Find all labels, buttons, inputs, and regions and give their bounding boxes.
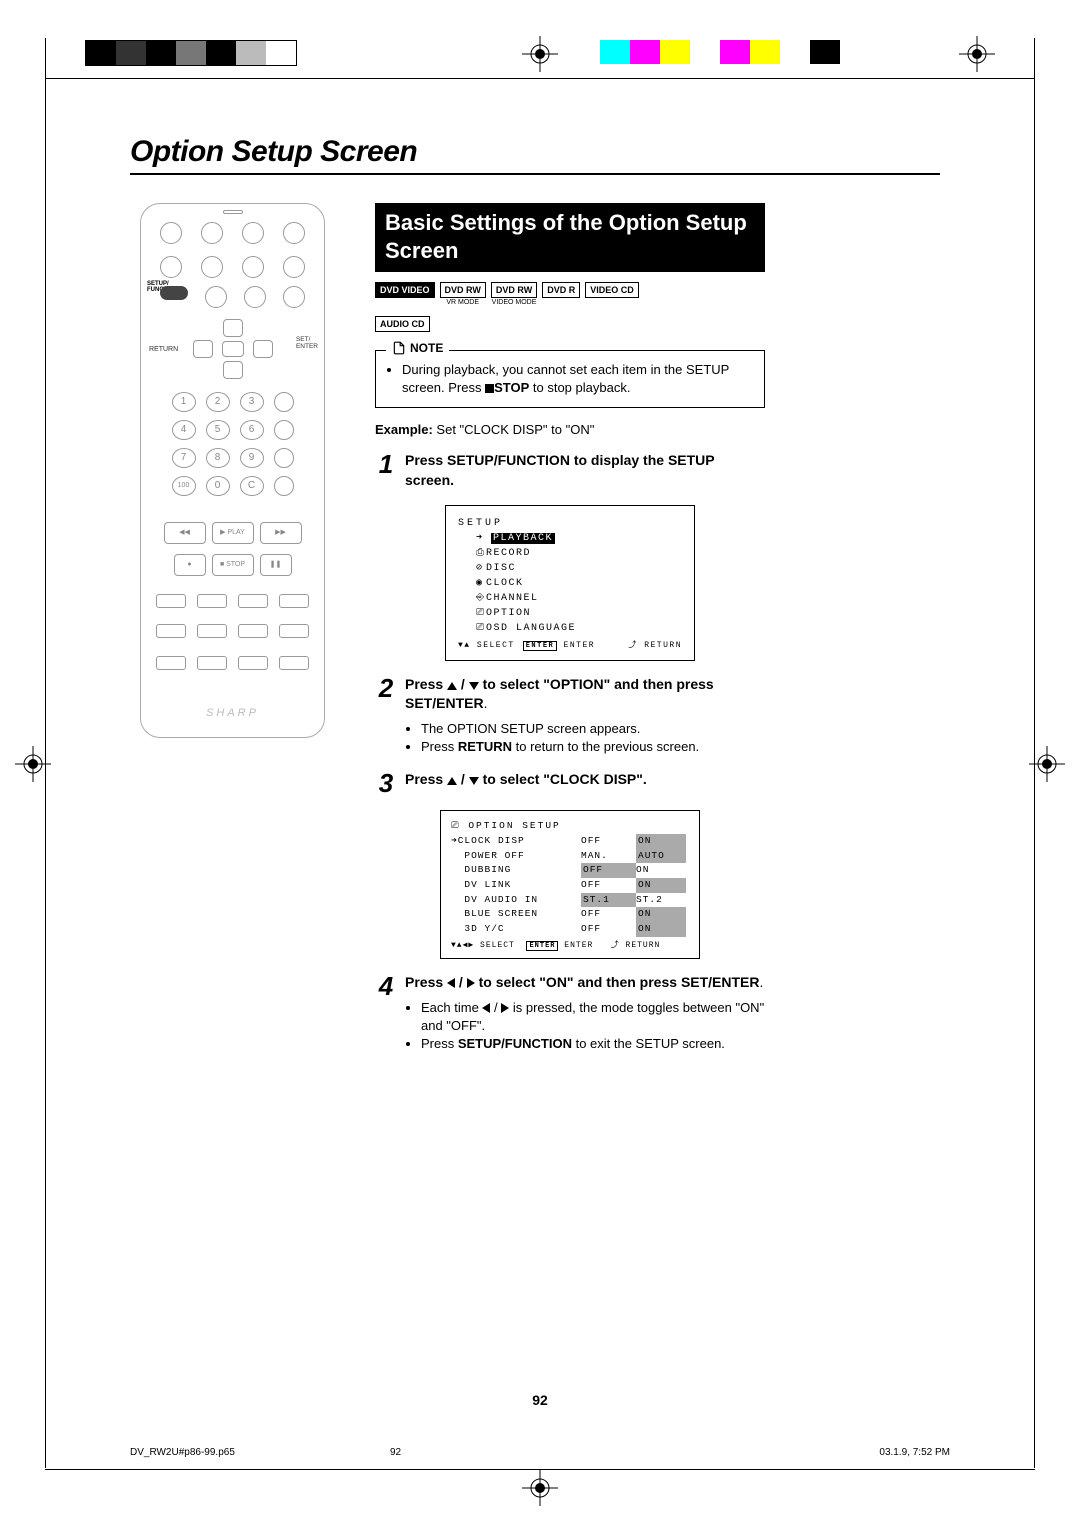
registration-cross-left-mid <box>15 746 51 782</box>
osd-option-setup-screen: ⎚ OPTION SETUP ➜CLOCK DISPOFFON POWER OF… <box>440 810 700 959</box>
osd-row: POWER OFFMAN.AUTO <box>451 849 689 864</box>
page-number: 92 <box>532 1392 548 1408</box>
step-2: 2 Press / to select "OPTION" and then pr… <box>375 675 765 757</box>
note-icon <box>392 341 406 355</box>
page-title: Option Setup Screen <box>130 135 950 169</box>
return-label: RETURN <box>149 346 178 353</box>
osd-row: ➜CLOCK DISPOFFON <box>451 834 689 849</box>
bullet: The OPTION SETUP screen appears. <box>421 720 765 738</box>
bullet: Press RETURN to return to the previous s… <box>421 738 765 756</box>
format-tag: AUDIO CD <box>375 316 430 332</box>
remote-column: SETUP/FUNCTION RETURN SET/ENTER 123 456 … <box>130 203 350 1053</box>
registration-cross-right <box>959 36 995 72</box>
brand-logo: SHARP <box>206 707 259 719</box>
format-tag: DVD RWVR MODE <box>440 282 486 306</box>
format-tags: DVD VIDEO DVD RWVR MODEDVD RWVIDEO MODE DV… <box>375 282 765 332</box>
format-tag: DVD VIDEO <box>375 282 435 298</box>
example-line: Example: Set "CLOCK DISP" to "ON" <box>375 422 765 437</box>
content: Option Setup Screen SETUP/FUNCTION RETUR… <box>130 135 950 1053</box>
footer-page: 92 <box>390 1447 401 1458</box>
osd-row: DV LINKOFFON <box>451 878 689 893</box>
registration-cross-top <box>522 36 558 72</box>
step-1: 1 Press SETUP/FUNCTION to display the SE… <box>375 451 765 490</box>
osd-row: DUBBINGOFFON <box>451 863 689 878</box>
registration-marks-top <box>0 40 1080 85</box>
step-3: 3 Press / to select "CLOCK DISP". <box>375 770 765 796</box>
footer-timestamp: 03.1.9, 7:52 PM <box>879 1447 950 1458</box>
footer-filename: DV_RW2U#p86-99.p65 <box>130 1447 235 1458</box>
section-heading: Basic Settings of the Option Setup Scree… <box>375 203 765 272</box>
format-tag: VIDEO CD <box>585 282 639 298</box>
format-tag: DVD RWVIDEO MODE <box>491 282 537 306</box>
title-rule <box>130 173 940 175</box>
step-4: 4 Press / to select "ON" and then press … <box>375 973 765 1053</box>
color-swatches <box>600 40 840 64</box>
set-enter-label: SET/ENTER <box>296 336 318 350</box>
main-column: Basic Settings of the Option Setup Scree… <box>375 203 765 1053</box>
osd-row: BLUE SCREENOFFON <box>451 907 689 922</box>
format-tag: DVD R <box>542 282 580 298</box>
bw-swatches <box>85 40 297 66</box>
note-item: During playback, you cannot set each ite… <box>402 361 754 397</box>
note-box: NOTE During playback, you cannot set eac… <box>375 350 765 408</box>
osd-row: DV AUDIO INST.1ST.2 <box>451 893 689 908</box>
osd-row: 3D Y/COFFON <box>451 922 689 937</box>
page: Option Setup Screen SETUP/FUNCTION RETUR… <box>0 0 1080 1528</box>
dpad <box>193 319 273 379</box>
bullet: Each time / is pressed, the mode toggles… <box>421 999 765 1035</box>
bullet: Press SETUP/FUNCTION to exit the SETUP s… <box>421 1035 765 1053</box>
registration-cross-bottom <box>522 1470 558 1506</box>
remote-illustration: SETUP/FUNCTION RETURN SET/ENTER 123 456 … <box>140 203 325 738</box>
note-label: NOTE <box>386 341 449 355</box>
osd-setup-screen: SETUP ➜ PLAYBACK ⎙RECORD ⊘DISC ◉CLOCK ⎆C… <box>445 505 695 661</box>
registration-cross-right-mid <box>1029 746 1065 782</box>
